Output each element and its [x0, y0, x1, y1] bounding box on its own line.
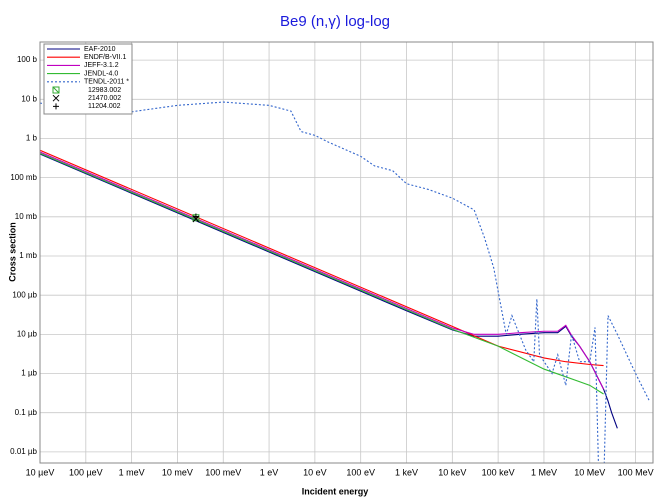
x-tick-label: 1 eV	[260, 467, 279, 477]
y-tick-label: 1 b	[26, 134, 38, 143]
y-tick-label: 0.1 µb	[15, 408, 38, 417]
chart-title: Be9 (n,γ) log-log	[280, 13, 390, 30]
y-tick-label: 100 µb	[12, 290, 37, 299]
legend-label: ENDF/B-VII.1	[84, 54, 127, 61]
x-tick-label: 10 keV	[438, 467, 466, 477]
legend-label: 21470.002	[88, 95, 121, 102]
x-tick-label: 1 keV	[395, 467, 418, 477]
x-tick-label: 10 µeV	[26, 467, 55, 477]
legend-label: 12983.002	[88, 87, 121, 94]
x-tick-label: 10 meV	[162, 467, 193, 477]
legend-label: TENDL-2011 *	[84, 79, 129, 86]
series-line	[40, 151, 605, 390]
series-line	[40, 152, 604, 395]
y-tick-label: 100 mb	[10, 173, 37, 182]
x-tick-label: 10 MeV	[574, 467, 605, 477]
legend-marker	[53, 103, 59, 110]
x-tick-label: 100 keV	[482, 467, 515, 477]
x-tick-label: 100 MeV	[618, 467, 654, 477]
x-tick-label: 100 eV	[346, 467, 375, 477]
x-axis-label: Incident energy	[302, 486, 369, 496]
x-tick-label: 10 eV	[303, 467, 327, 477]
x-tick-label: 100 meV	[205, 467, 241, 477]
y-tick-label: 100 b	[17, 55, 38, 64]
legend-box	[43, 43, 133, 115]
plot-area	[40, 101, 650, 463]
x-tick-label: 1 meV	[119, 467, 145, 477]
x-tick-label: 100 µeV	[69, 467, 103, 477]
legend-label: JENDL-4.0	[84, 70, 118, 77]
y-tick-label: 10 b	[21, 94, 37, 103]
y-tick-label: 10 mb	[15, 212, 38, 221]
legend-label: EAF-2010	[84, 46, 116, 53]
series-line	[40, 101, 650, 463]
y-axis-label: Cross section	[7, 222, 17, 282]
legend-label: JEFF-3.1.2	[84, 62, 119, 69]
legend-marker	[52, 94, 60, 102]
y-tick-label: 10 µb	[17, 329, 38, 338]
legend-label: 11204.002	[88, 103, 121, 110]
y-tick-label: 1 mb	[19, 251, 37, 260]
legend-marker	[52, 86, 60, 94]
data-point	[192, 213, 199, 220]
series-line	[40, 149, 604, 367]
y-tick-label: 0.01 µb	[10, 447, 37, 456]
plot-frame	[39, 41, 654, 464]
y-tick-label: 1 µb	[21, 369, 37, 378]
x-tick-label: 1 MeV	[531, 467, 557, 477]
